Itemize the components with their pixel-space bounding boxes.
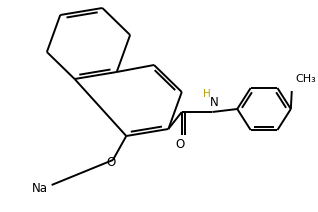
Text: H: H <box>203 89 211 99</box>
Text: Na: Na <box>32 181 48 194</box>
Text: O: O <box>106 155 116 169</box>
Text: N: N <box>210 96 219 110</box>
Text: CH₃: CH₃ <box>296 74 316 84</box>
Text: O: O <box>175 138 184 151</box>
